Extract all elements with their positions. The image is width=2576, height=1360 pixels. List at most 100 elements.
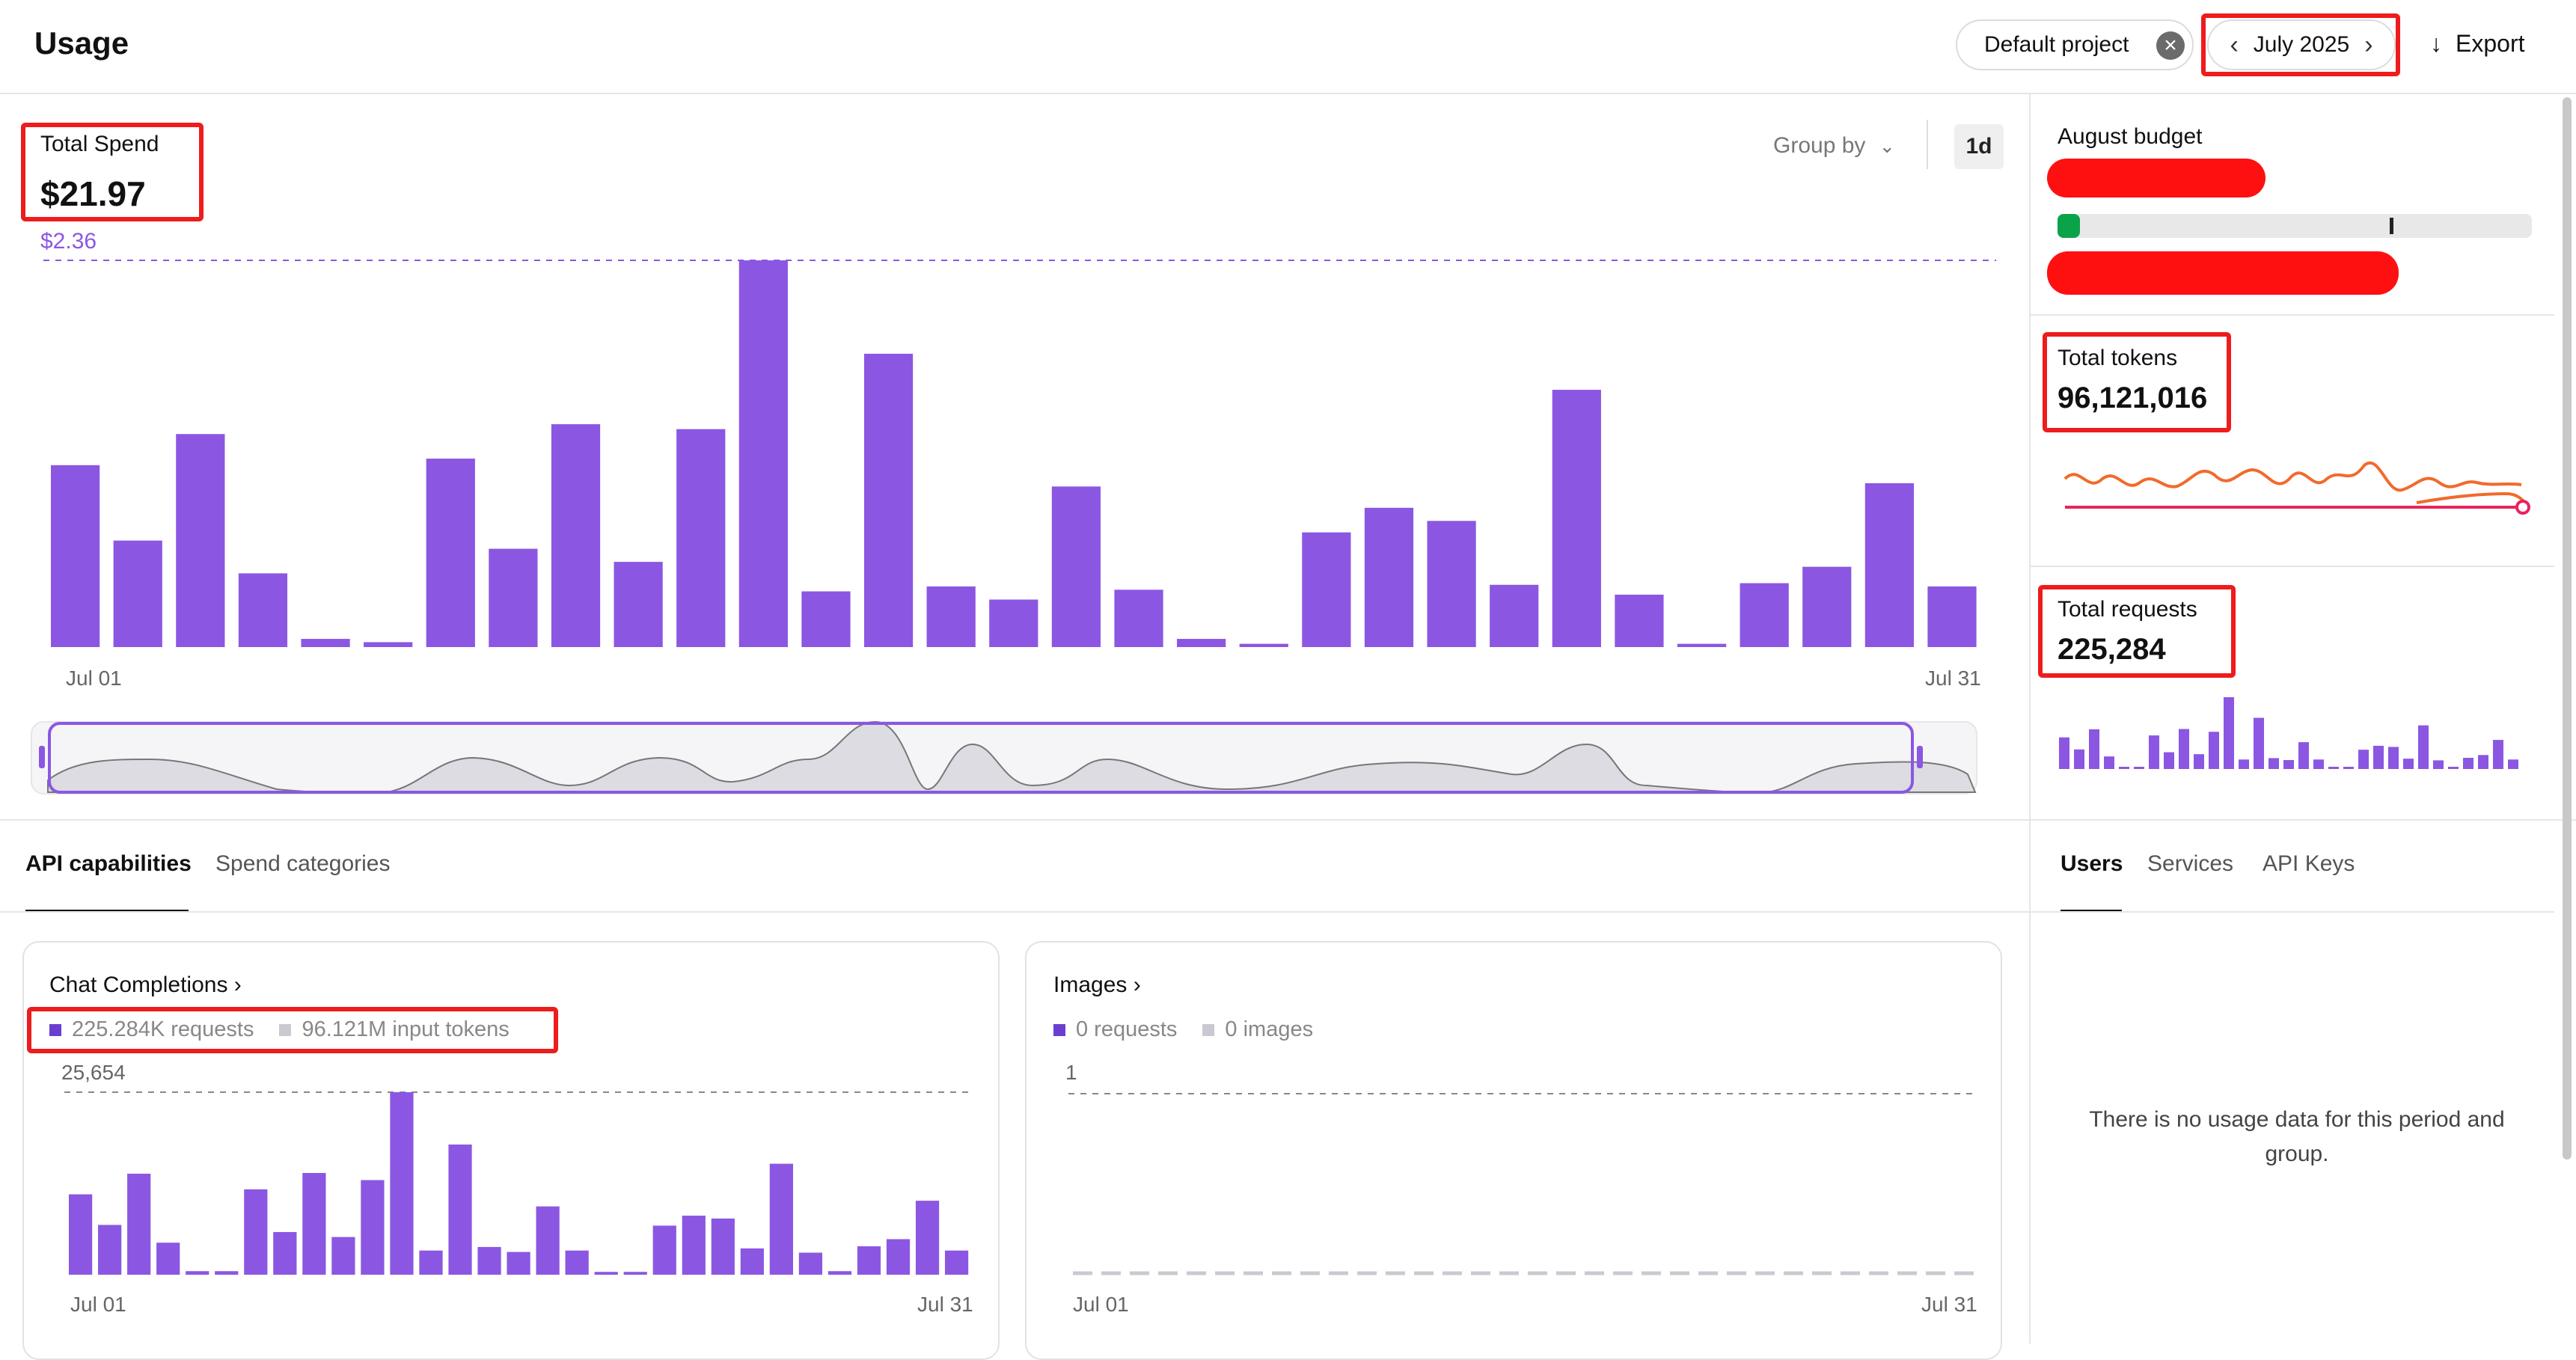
spend-bar[interactable] <box>489 548 538 647</box>
chat-completions-title-link[interactable]: Chat Completions › <box>49 972 242 998</box>
tab-users[interactable]: Users <box>2061 851 2123 876</box>
chat-bar[interactable] <box>594 1272 618 1275</box>
chat-bar[interactable] <box>944 1250 969 1275</box>
range-brush[interactable] <box>30 714 1990 797</box>
spend-bar[interactable] <box>1114 589 1163 647</box>
spend-bar[interactable] <box>989 599 1038 647</box>
chat-bar[interactable] <box>507 1252 530 1275</box>
top-bar: Usage Default project × ‹ July 2025 › ↓ … <box>0 0 2576 94</box>
chat-bar[interactable] <box>827 1271 852 1275</box>
chat-bar[interactable] <box>186 1271 209 1275</box>
export-button[interactable]: ↓ Export <box>2430 30 2524 58</box>
chat-bar[interactable] <box>244 1189 268 1275</box>
spend-bar[interactable] <box>1239 643 1288 647</box>
empty-state-message: There is no usage data for this period a… <box>2089 1107 2505 1166</box>
chat-bar[interactable] <box>769 1163 793 1275</box>
spend-bar[interactable] <box>301 639 350 647</box>
export-label: Export <box>2456 30 2525 57</box>
mini-request-bar <box>2493 740 2503 769</box>
chat-bar[interactable] <box>331 1237 355 1275</box>
chat-bar[interactable] <box>857 1246 881 1275</box>
chat-bar[interactable] <box>215 1271 239 1275</box>
tab-api-capabilities[interactable]: API capabilities <box>25 851 192 876</box>
mini-request-bar <box>2224 697 2234 769</box>
chat-max-label: 25,654 <box>61 1061 126 1084</box>
spend-bar[interactable] <box>551 424 601 647</box>
images-x-end: Jul 31 <box>1921 1293 1977 1316</box>
images-max-label: 1 <box>1065 1061 1077 1084</box>
chat-bar[interactable] <box>273 1231 297 1275</box>
toolbar-divider <box>1927 120 1928 169</box>
total-requests-value: 225,284 <box>2058 633 2166 666</box>
spend-bar[interactable] <box>1927 586 1977 647</box>
month-label[interactable]: July 2025 <box>2253 32 2350 57</box>
interval-button[interactable]: 1d <box>1954 124 2004 169</box>
images-title-link[interactable]: Images › <box>1053 972 1141 998</box>
mini-request-bar <box>2074 749 2084 769</box>
spend-bar[interactable] <box>614 562 663 647</box>
spend-bar[interactable] <box>113 540 162 647</box>
chat-bar[interactable] <box>419 1250 443 1275</box>
images-chart <box>1068 1093 1977 1275</box>
spend-bar[interactable] <box>1677 643 1727 647</box>
chat-bar[interactable] <box>127 1173 151 1275</box>
project-selector[interactable]: Default project × <box>1956 19 2194 70</box>
chat-bar[interactable] <box>536 1206 560 1275</box>
spend-bar[interactable] <box>426 459 475 647</box>
mini-request-bar <box>2209 732 2219 769</box>
chat-completions-bar-chart <box>64 1091 973 1275</box>
spend-bar[interactable] <box>1051 486 1101 647</box>
images-x-start: Jul 01 <box>1073 1293 1129 1316</box>
mini-request-bar <box>2254 717 2264 769</box>
chat-bar[interactable] <box>565 1250 589 1275</box>
tab-spend-categories[interactable]: Spend categories <box>215 851 391 876</box>
chat-bar[interactable] <box>98 1225 122 1275</box>
spend-bar[interactable] <box>176 434 225 647</box>
chat-bar[interactable] <box>448 1144 472 1275</box>
mini-request-bar <box>2283 760 2294 769</box>
chat-bar[interactable] <box>740 1248 764 1275</box>
spend-bar[interactable] <box>51 465 100 647</box>
spend-bar[interactable] <box>1740 583 1789 647</box>
spend-bar[interactable] <box>1615 594 1664 647</box>
spend-bar[interactable] <box>801 591 851 647</box>
spend-bar[interactable] <box>1864 483 1914 647</box>
spend-bar[interactable] <box>364 642 413 647</box>
chevron-left-icon[interactable]: ‹ <box>2230 30 2239 59</box>
spend-bar[interactable] <box>238 573 288 647</box>
tab-api-keys[interactable]: API Keys <box>2263 851 2355 876</box>
spend-bar[interactable] <box>738 260 788 647</box>
chat-bar[interactable] <box>302 1172 326 1275</box>
sidebar-divider-1 <box>2031 314 2554 316</box>
chat-bar[interactable] <box>798 1252 823 1275</box>
spend-bar[interactable] <box>1490 584 1539 647</box>
spend-bar[interactable] <box>1802 566 1852 647</box>
spend-bar[interactable] <box>1177 639 1226 647</box>
group-by-dropdown[interactable]: Group by ⌄ <box>1773 133 1895 159</box>
chat-bar[interactable] <box>915 1201 940 1275</box>
chat-bar[interactable] <box>623 1272 647 1275</box>
chat-bar[interactable] <box>682 1216 706 1275</box>
sidebar-scrollbar[interactable] <box>2563 97 2572 1160</box>
chat-bar[interactable] <box>69 1194 93 1275</box>
tab-services[interactable]: Services <box>2147 851 2234 876</box>
total-tokens-label: Total tokens <box>2058 346 2178 370</box>
chat-bar[interactable] <box>886 1239 911 1275</box>
chat-bar[interactable] <box>156 1243 180 1275</box>
spend-bar[interactable] <box>926 586 976 647</box>
chat-bar[interactable] <box>711 1218 735 1275</box>
chat-bar[interactable] <box>390 1092 414 1275</box>
mini-request-bar <box>2149 735 2159 769</box>
spend-bar[interactable] <box>1427 521 1476 647</box>
spend-bar[interactable] <box>676 429 726 647</box>
spend-bar[interactable] <box>863 353 914 647</box>
clear-project-icon[interactable]: × <box>2156 31 2185 60</box>
chat-bar[interactable] <box>361 1180 385 1275</box>
mini-request-bar <box>2104 756 2114 769</box>
spend-bar[interactable] <box>1302 532 1351 647</box>
spend-bar[interactable] <box>1364 507 1414 647</box>
chat-bar[interactable] <box>652 1225 676 1275</box>
spend-bar[interactable] <box>1552 390 1601 647</box>
chat-bar[interactable] <box>477 1246 501 1275</box>
chevron-right-icon[interactable]: › <box>2364 30 2373 59</box>
